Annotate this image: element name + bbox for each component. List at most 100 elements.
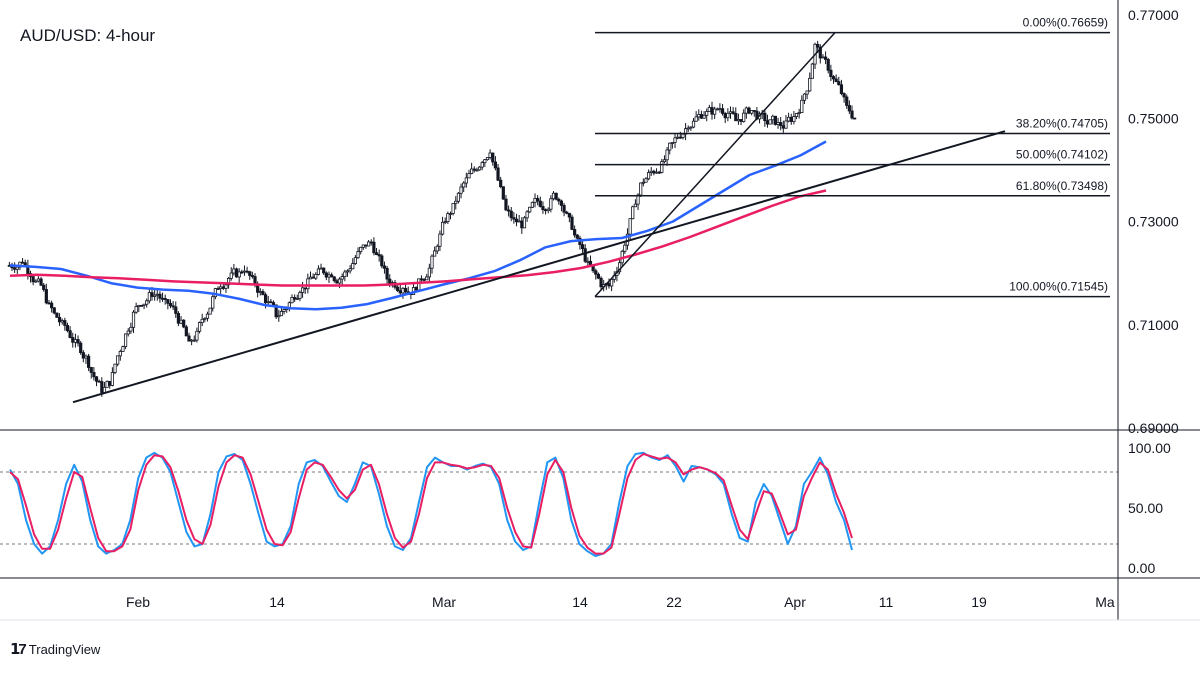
candle <box>174 306 178 314</box>
candle <box>340 276 344 280</box>
candle <box>631 206 635 220</box>
candle <box>134 306 138 313</box>
candle <box>514 218 519 223</box>
candle <box>139 304 144 307</box>
time-tick-label: Feb <box>126 594 150 610</box>
candle <box>353 257 357 264</box>
candle <box>705 111 709 116</box>
candle <box>427 267 431 278</box>
candle <box>501 186 505 200</box>
candle <box>496 167 500 181</box>
candle <box>736 119 741 122</box>
price-tick-label: 0.71000 <box>1128 317 1179 333</box>
candle <box>348 268 352 272</box>
candle <box>554 192 558 200</box>
candle <box>839 84 844 94</box>
candle <box>282 309 286 312</box>
candle <box>776 122 780 125</box>
candle <box>464 177 468 184</box>
candle <box>787 116 791 122</box>
candle <box>351 263 355 270</box>
candle <box>87 355 91 368</box>
candle <box>266 301 270 304</box>
candle <box>477 166 482 171</box>
candle <box>63 320 67 326</box>
brand-name: TradingView <box>28 641 101 657</box>
candle <box>446 213 450 223</box>
price-tick-label: 0.69000 <box>1128 420 1179 436</box>
candle <box>131 311 136 328</box>
candle <box>322 267 326 274</box>
candle <box>113 363 117 373</box>
time-tick-label: Ma <box>1095 594 1115 610</box>
candle <box>660 161 664 173</box>
candle <box>311 276 315 279</box>
candle <box>216 288 220 290</box>
candle <box>121 346 125 352</box>
candle <box>118 351 122 357</box>
candle <box>401 287 405 294</box>
candle <box>565 211 569 214</box>
candle <box>752 110 756 112</box>
brand[interactable]: 𝟭7 TradingView <box>10 640 100 658</box>
candle <box>343 271 347 278</box>
candle <box>821 56 825 59</box>
candle <box>403 287 408 293</box>
candle <box>364 244 368 247</box>
candle <box>636 194 640 205</box>
candle <box>110 372 114 386</box>
candle <box>509 210 513 219</box>
candle <box>559 200 564 206</box>
moving-average-line <box>9 189 827 287</box>
fib-level-label: 50.00%(0.74102) <box>1016 148 1108 162</box>
candle <box>332 276 336 282</box>
candle <box>163 298 167 300</box>
price-tick-label: 0.73000 <box>1128 214 1179 230</box>
candle <box>425 276 429 281</box>
candle <box>742 112 746 122</box>
candle <box>97 380 101 383</box>
candle <box>245 270 249 273</box>
candle <box>108 380 112 386</box>
candle <box>459 186 463 194</box>
candle <box>232 268 236 274</box>
candle <box>147 292 151 302</box>
candle <box>546 208 550 212</box>
candle <box>710 107 714 115</box>
time-tick-label: 11 <box>879 594 894 610</box>
candle <box>102 386 107 393</box>
candle <box>279 311 284 317</box>
candle <box>271 302 276 306</box>
candle <box>842 93 846 98</box>
candle <box>100 381 104 393</box>
candle <box>184 326 188 337</box>
candle <box>36 278 41 282</box>
candle <box>382 265 387 269</box>
candle <box>451 202 455 214</box>
candle <box>525 211 529 219</box>
candle <box>44 289 48 304</box>
candle <box>800 99 804 113</box>
candle <box>580 244 585 250</box>
candle <box>335 280 339 284</box>
candle <box>570 216 574 230</box>
candle <box>155 293 159 296</box>
candle <box>388 278 392 285</box>
candle <box>654 171 659 174</box>
candle <box>448 213 453 215</box>
candle <box>504 198 508 211</box>
candle <box>647 172 651 180</box>
candle <box>641 181 645 184</box>
candle <box>372 241 376 254</box>
candle <box>670 142 674 144</box>
price-tick-label: 0.77000 <box>1128 7 1179 23</box>
candle <box>713 108 717 115</box>
candle <box>639 182 643 196</box>
candle <box>277 315 281 318</box>
candle <box>176 312 181 324</box>
candle <box>541 206 545 211</box>
candle <box>13 267 17 270</box>
time-tick-label: 22 <box>666 594 682 610</box>
candle <box>789 116 793 122</box>
candle <box>850 110 854 119</box>
